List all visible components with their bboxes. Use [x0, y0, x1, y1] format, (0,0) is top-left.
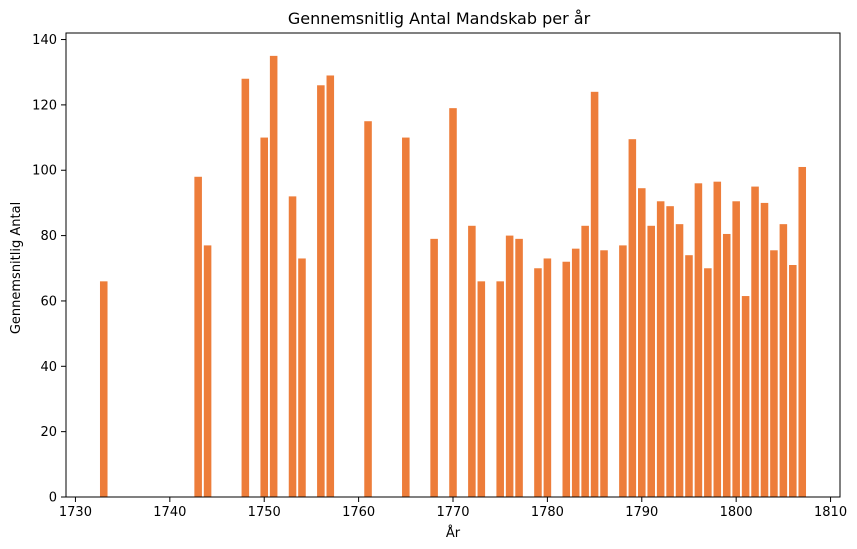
bar-1761: [364, 121, 372, 498]
y-tick-label: 100: [32, 164, 57, 179]
x-tick-label: 1810: [814, 505, 847, 520]
x-axis-label: År: [446, 525, 461, 541]
y-tick-label: 60: [40, 294, 57, 309]
bar-1775: [496, 281, 504, 497]
y-tick-label: 120: [32, 98, 57, 113]
bar-1756: [317, 85, 325, 498]
bar-1765: [402, 137, 410, 497]
bar-1780: [543, 258, 552, 497]
bar-1782: [562, 261, 571, 497]
x-axis-ticks: 1730 1740 1750 1760 1770 1780 1790 1800 1810: [59, 497, 847, 520]
bar-1796: [694, 183, 703, 497]
bar-1777: [515, 238, 523, 497]
bar-1807: [798, 166, 807, 497]
bar-1801: [741, 296, 750, 497]
plot-frame: [65, 32, 841, 498]
y-axis-ticks: 0 20 40 60 80 100 120 140: [32, 33, 66, 506]
bar-1793: [666, 206, 674, 497]
bar-1753: [288, 196, 297, 497]
bar-1791: [647, 225, 655, 497]
x-tick-label: 1780: [531, 505, 564, 520]
bar-1751: [269, 55, 278, 498]
bar-1743: [194, 176, 202, 497]
bar-1785: [590, 91, 599, 498]
x-tick-label: 1730: [59, 505, 92, 520]
bar-1768: [430, 238, 438, 497]
bar-1779: [534, 268, 542, 497]
bar-1795: [685, 255, 693, 497]
x-tick-label: 1800: [720, 505, 753, 520]
bar-1803: [760, 202, 769, 497]
bar-1788: [619, 245, 627, 497]
bar-1784: [581, 225, 589, 497]
bar-1757: [326, 75, 335, 497]
bars-group: [99, 55, 807, 498]
bar-1748: [241, 78, 250, 498]
bar-1800: [732, 201, 740, 498]
bar-1770: [449, 108, 457, 497]
bar-1744: [203, 245, 212, 497]
y-tick-label: 20: [40, 425, 57, 440]
x-tick-label: 1790: [625, 505, 658, 520]
x-tick-label: 1760: [342, 505, 375, 520]
bar-1802: [751, 186, 759, 498]
bar-1776: [505, 235, 514, 497]
y-tick-label: 40: [40, 360, 57, 375]
bar-1794: [675, 224, 684, 498]
y-tick-label: 140: [32, 33, 57, 48]
bar-1798: [713, 181, 722, 497]
bar-1754: [298, 258, 306, 497]
y-axis-label: Gennemsnitlig Antal: [9, 202, 24, 334]
y-tick-label: 0: [49, 491, 57, 506]
y-tick-label: 80: [40, 229, 57, 244]
bar-1750: [260, 137, 268, 497]
x-tick-label: 1740: [153, 505, 186, 520]
bar-1789: [628, 139, 637, 497]
bar-1806: [789, 265, 797, 497]
bar-1786: [600, 250, 608, 497]
bar-1792: [656, 201, 665, 498]
bar-1773: [477, 281, 486, 497]
x-tick-label: 1770: [436, 505, 469, 520]
bar-1783: [571, 248, 580, 497]
x-tick-label: 1750: [248, 505, 281, 520]
bar-1804: [770, 250, 778, 497]
chart-title: Gennemsnitlig Antal Mandskab per år: [288, 9, 591, 28]
bar-1805: [779, 224, 788, 498]
bar-1797: [704, 268, 712, 497]
bar-1799: [722, 233, 731, 497]
bar-1790: [638, 188, 646, 497]
bar-1772: [468, 225, 476, 497]
bar-1733: [99, 281, 108, 497]
